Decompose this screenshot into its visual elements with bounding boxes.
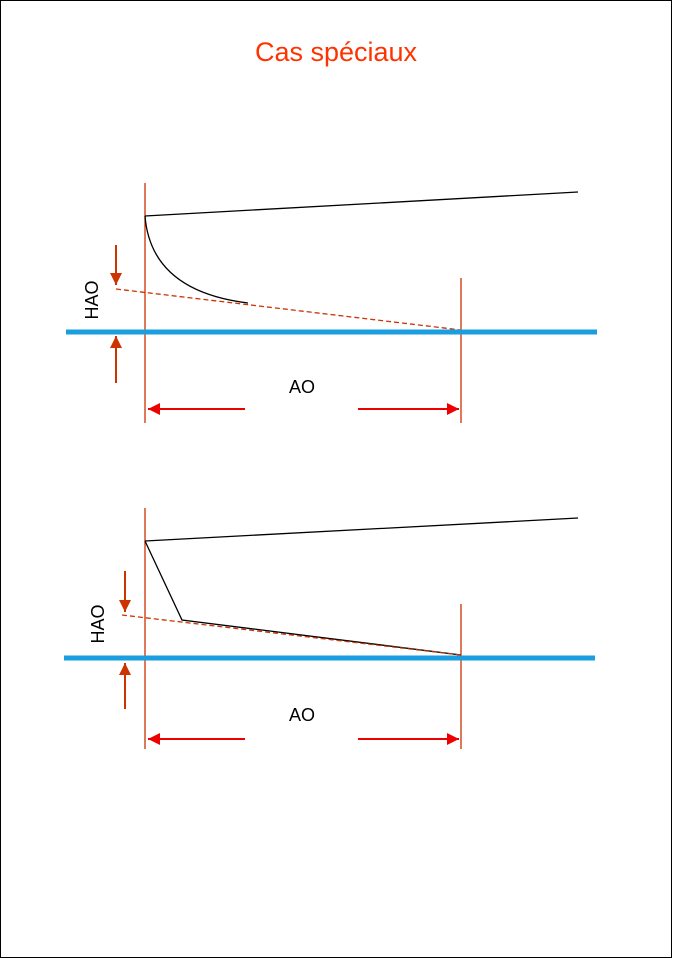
case-2-broken-profile xyxy=(144,540,462,656)
case-2-dashed-profile xyxy=(121,614,462,656)
case-2-diagram: HAO AO xyxy=(64,508,595,749)
case-1-diagram: HAO AO xyxy=(66,183,597,423)
diagram-title: Cas spéciaux xyxy=(254,37,418,67)
case-2-hao-label: HAO xyxy=(88,604,108,643)
case-1-hao-label: HAO xyxy=(82,280,102,319)
case-1-top-slope xyxy=(144,191,579,217)
case-2-top-slope xyxy=(144,517,579,542)
case-1-dashed-profile xyxy=(115,288,462,331)
case-1-ao-label: AO xyxy=(289,377,315,397)
case-2-ao-label: AO xyxy=(289,705,315,725)
case-1-curved-profile xyxy=(144,215,249,304)
